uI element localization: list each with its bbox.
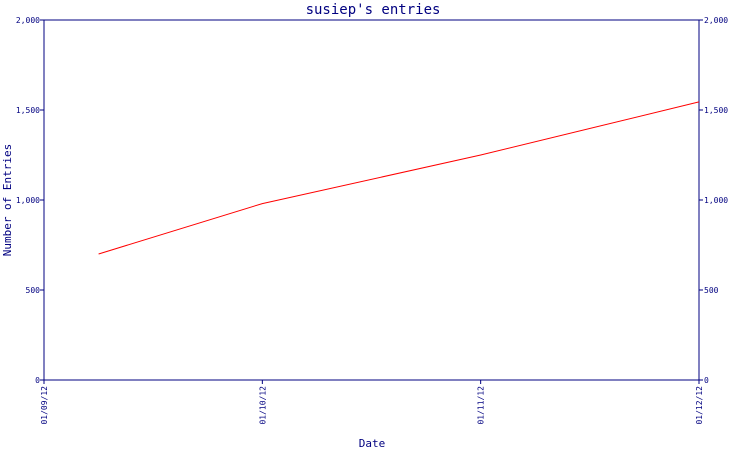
x-tick-label: 01/10/12 (258, 386, 267, 425)
y-tick-label-right: 1,000 (704, 196, 728, 205)
series-line (98, 101, 700, 255)
x-axis-title: Date (359, 437, 386, 450)
y-axis-title: Number of Entries (1, 144, 14, 257)
x-axis: 01/09/12 01/10/12 01/11/12 01/12/12 (40, 380, 704, 425)
y-axis-right: 0 500 1,000 1,500 2,000 (699, 16, 728, 385)
y-tick-label-right: 0 (704, 376, 709, 385)
x-tick-label: 01/11/12 (477, 386, 486, 425)
plot-area (43, 19, 700, 381)
y-tick-label-right: 500 (704, 286, 719, 295)
y-tick-label-left: 2,000 (16, 16, 40, 25)
y-tick-label-left: 500 (26, 286, 41, 295)
y-tick-label-right: 1,500 (704, 106, 728, 115)
y-tick-label-left: 1,500 (16, 106, 40, 115)
y-tick-label-left: 1,000 (16, 196, 40, 205)
y-axis-left: 0 500 1,000 1,500 2,000 (16, 16, 44, 385)
chart-title: susiep's entries (306, 2, 441, 18)
x-tick-label: 01/09/12 (40, 386, 49, 425)
y-tick-label-left: 0 (35, 376, 40, 385)
series-group (98, 101, 700, 255)
y-tick-label-right: 2,000 (704, 16, 728, 25)
x-tick-label: 01/12/12 (695, 386, 704, 425)
